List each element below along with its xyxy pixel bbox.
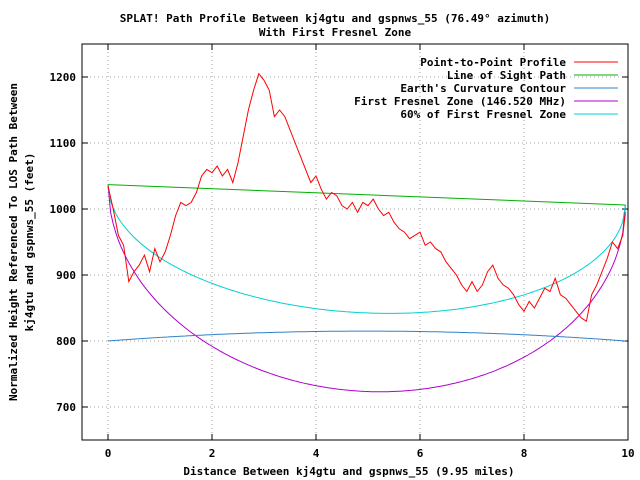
chart-title: SPLAT! Path Profile Between kj4gtu and g… (120, 12, 550, 25)
series-line-first-fresnel-zone-146-520-mhz (107, 184, 626, 393)
x-tick-label: 2 (209, 447, 216, 460)
x-tick-label: 6 (417, 447, 424, 460)
series-line-point-to-point-profile (107, 72, 626, 323)
y-tick-label: 900 (56, 269, 76, 282)
y-axis-label-line-1: Normalized Height Referenced To LOS Path… (7, 83, 20, 401)
y-axis-label-line-2: kj4gtu and gspnws_55 (feet) (23, 153, 36, 332)
x-axis-label: Distance Between kj4gtu and gspnws_55 (9… (183, 465, 514, 478)
series-group (107, 72, 626, 393)
y-tick-label: 800 (56, 335, 76, 348)
legend-label: Line of Sight Path (447, 69, 566, 82)
series-line-line-of-sight-path (107, 184, 626, 206)
series-line-60-of-first-fresnel-zone (107, 184, 626, 314)
legend-label: Earth's Curvature Contour (400, 82, 566, 95)
plot-frame (81, 43, 629, 441)
legend-label: Point-to-Point Profile (420, 56, 566, 69)
x-tick-label: 0 (105, 447, 112, 460)
y-tick-label: 1000 (50, 203, 77, 216)
y-tick-label: 1200 (50, 71, 77, 84)
legend-label: 60% of First Fresnel Zone (400, 108, 566, 121)
series-line-earth-s-curvature-contour (107, 330, 626, 342)
legend-label: First Fresnel Zone (146.520 MHz) (354, 95, 566, 108)
x-tick-label: 4 (313, 447, 320, 460)
x-tick-label: 8 (521, 447, 528, 460)
grid (82, 44, 629, 440)
y-tick-label: 1100 (50, 137, 77, 150)
y-tick-label: 700 (56, 401, 76, 414)
x-tick-label: 10 (621, 447, 634, 460)
chart-subtitle: With First Fresnel Zone (259, 26, 412, 39)
